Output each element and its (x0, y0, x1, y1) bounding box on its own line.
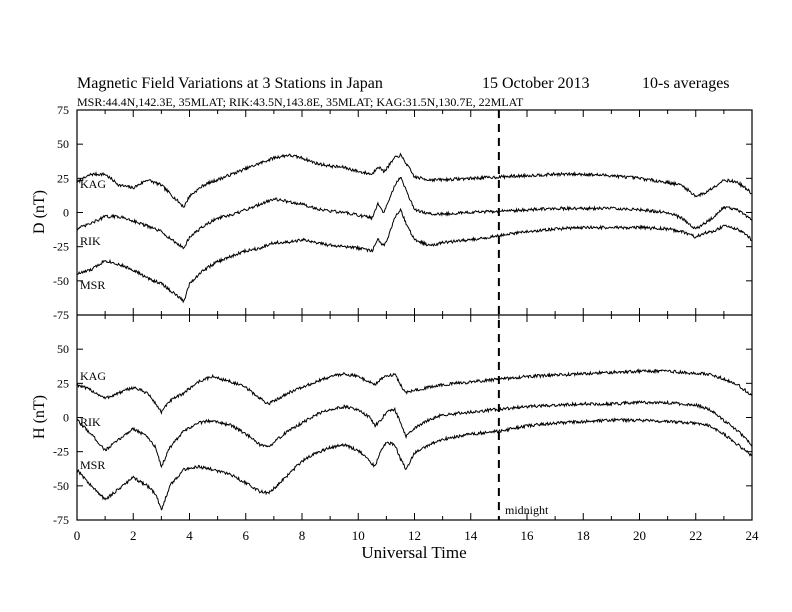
x-tick-label: 20 (633, 528, 646, 543)
x-tick-label: 16 (521, 528, 535, 543)
y-tick-label: 75 (57, 103, 69, 117)
midnight-label: midnight (505, 503, 549, 517)
y-tick-label: 0 (63, 411, 69, 425)
chart-marks: 75 50 25 0 -25 -50 -75 KAG RIK MSR 50 25 0 -25 -50 -75 K… (53, 103, 759, 543)
series-label-kag: KAG (80, 369, 106, 383)
chart-title: Magnetic Field Variations at 3 Stations … (77, 75, 383, 92)
x-tick-label: 4 (186, 528, 193, 543)
x-tick-label: 0 (74, 528, 81, 543)
bottom-panel-ylabel: H (nT) (31, 395, 48, 439)
series-label-msr: MSR (80, 278, 105, 292)
y-tick-label: 50 (57, 342, 69, 356)
y-tick-label: 50 (57, 137, 69, 151)
stations-line: MSR:44.4N,142.3E, 35MLAT; RIK:43.5N,143.… (77, 95, 524, 109)
y-tick-label: -75 (53, 308, 69, 322)
y-tick-label: -25 (53, 445, 69, 459)
y-tick-label: 0 (63, 206, 69, 220)
series-line-kag (76, 152, 753, 208)
y-tick-label: -50 (53, 479, 69, 493)
y-tick-label: 25 (57, 171, 69, 185)
x-tick-label: 6 (243, 528, 250, 543)
x-tick-label: 14 (464, 528, 478, 543)
series-label-msr: MSR (80, 458, 105, 472)
series-line-rik (76, 177, 753, 250)
x-tick-label: 10 (352, 528, 365, 543)
y-tick-label: -25 (53, 240, 69, 254)
series-line-msr (76, 417, 753, 511)
x-tick-label: 12 (408, 528, 421, 543)
series-line-rik (76, 399, 753, 469)
chart-averaging: 10-s averages (642, 75, 730, 92)
y-tick-label: -75 (53, 513, 69, 527)
x-tick-label: 24 (746, 528, 760, 543)
x-axis-label: Universal Time (361, 543, 466, 562)
x-tick-label: 18 (577, 528, 590, 543)
series-label-rik: RIK (80, 234, 101, 248)
x-tick-label: 22 (689, 528, 702, 543)
x-tick-label: 2 (130, 528, 137, 543)
series-line-kag (76, 367, 753, 415)
top-panel-ylabel: D (nT) (31, 190, 48, 234)
x-tick-label: 8 (299, 528, 306, 543)
y-tick-label: -50 (53, 274, 69, 288)
chart-date: 15 October 2013 (482, 75, 590, 92)
series-label-kag: KAG (80, 177, 106, 191)
series-label-rik: RIK (80, 415, 101, 429)
y-tick-label: 25 (57, 376, 69, 390)
series-line-msr (76, 207, 753, 304)
